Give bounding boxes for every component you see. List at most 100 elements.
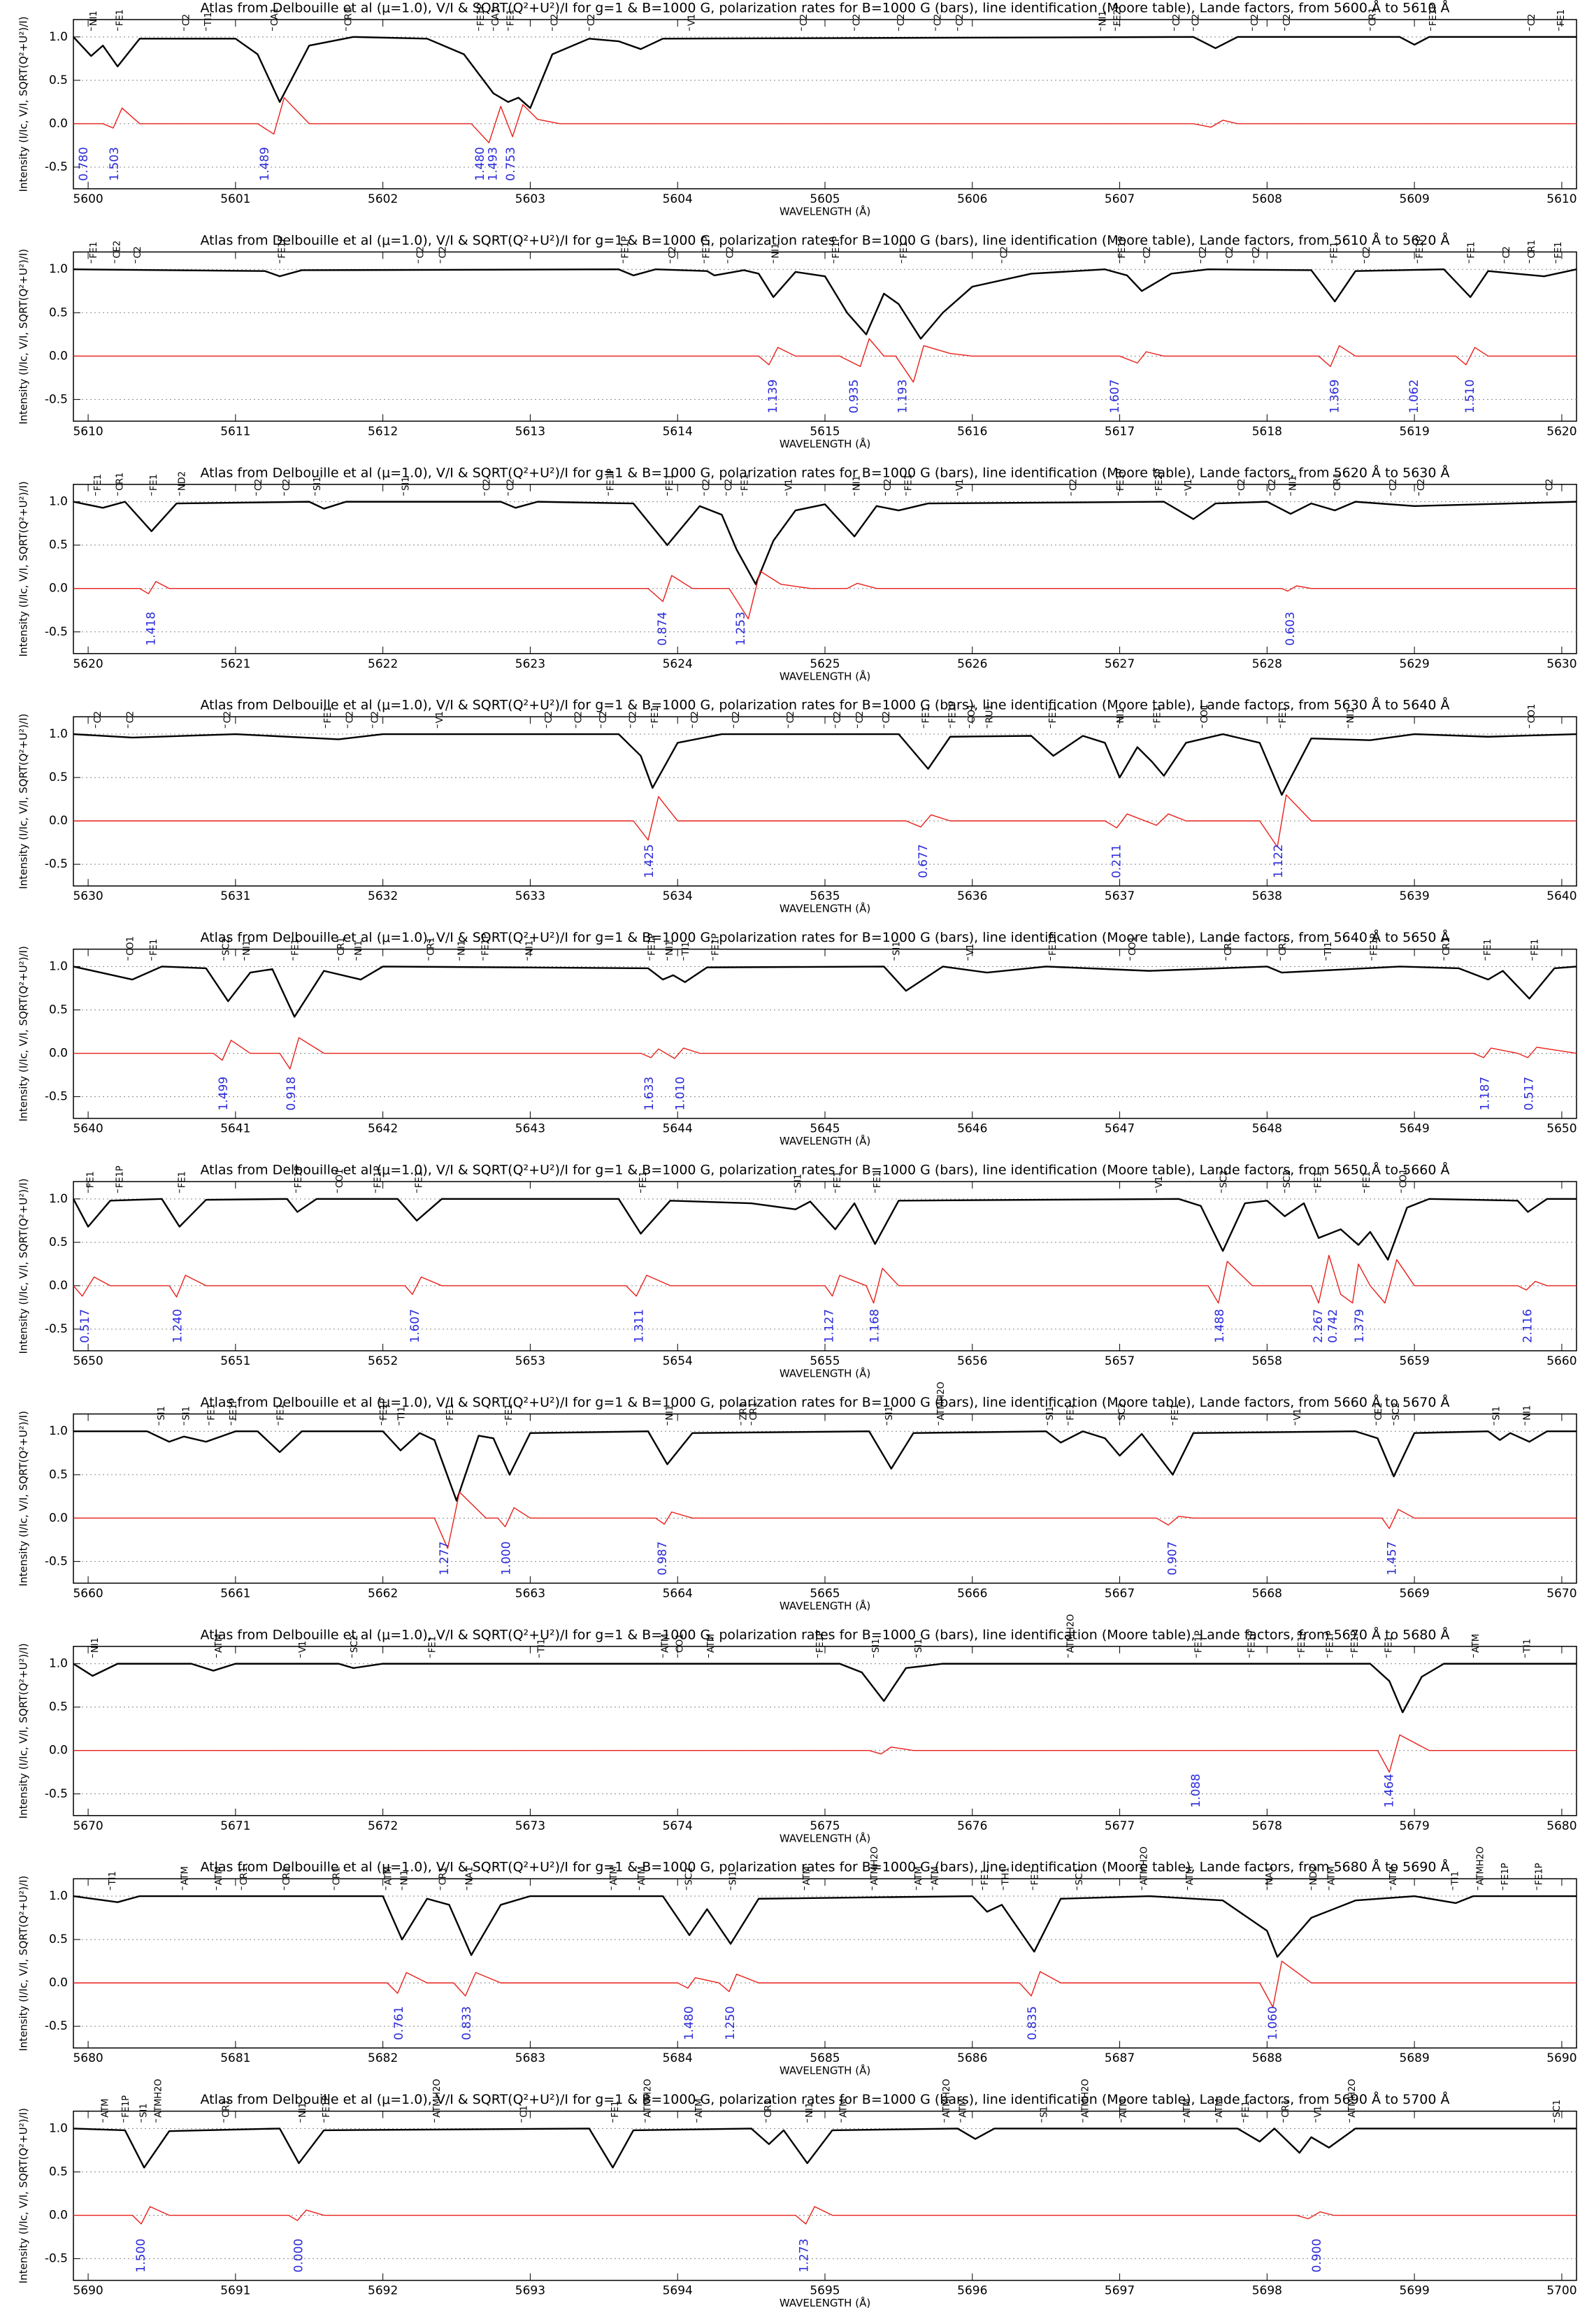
lande-factor: 1.379 xyxy=(1353,1309,1367,1343)
line-id-label: C2 xyxy=(855,711,866,723)
line-id-label: V1 xyxy=(784,479,795,491)
line-id-label: C2 xyxy=(731,711,742,723)
x-tick-label: 5660 xyxy=(1546,1354,1577,1368)
x-tick-label: 5633 xyxy=(515,889,545,903)
line-id-label: ATMH2O xyxy=(1080,2079,1091,2117)
line-id-label: S1 xyxy=(1039,2106,1049,2118)
lande-factor: 1.273 xyxy=(797,2239,811,2273)
x-tick-label: 5679 xyxy=(1400,1819,1430,1833)
x-tick-label: 5609 xyxy=(1400,192,1430,206)
x-tick-label: 5655 xyxy=(810,1354,840,1368)
lande-factor: 0.907 xyxy=(1165,1542,1179,1576)
line-id-label: FE1 xyxy=(115,9,126,26)
x-tick-label: 5682 xyxy=(368,2051,398,2065)
line-id-label: TI1 xyxy=(537,1639,547,1654)
line-id-label: FE1P xyxy=(831,236,842,259)
x-tick-label: 5665 xyxy=(810,1586,840,1600)
spectrum-line xyxy=(73,966,1577,1018)
line-id-label: FE1P xyxy=(1535,1863,1545,1885)
lande-factor: 2.267 xyxy=(1312,1309,1326,1343)
y-axis-label: Intensity (I/Ic, V/I, SQRT(Q²+U²)/I) xyxy=(17,946,30,1121)
x-tick-label: 5650 xyxy=(73,1354,103,1368)
panel-title: Atlas from Delbouille et al (μ=1.0), V/I… xyxy=(200,697,1449,713)
line-id-label: FE1 xyxy=(980,1868,991,1885)
line-id-label: CO1 xyxy=(335,1169,345,1189)
panel: Atlas from Delbouille et al (μ=1.0), V/I… xyxy=(17,0,1577,218)
line-id-label: ATM xyxy=(1214,2099,1225,2118)
lande-factor: 0.935 xyxy=(847,380,861,414)
line-id-label: FE1 xyxy=(323,706,333,723)
x-axis-label: WAVELENGTH (Å) xyxy=(780,902,870,915)
line-id-label: C2 xyxy=(1225,246,1235,258)
y-tick-label: 0.5 xyxy=(49,306,68,320)
y-tick-label: -0.5 xyxy=(45,625,68,639)
y-tick-label: 0.5 xyxy=(49,1932,68,1946)
x-tick-label: 5629 xyxy=(1400,657,1430,671)
lande-factor: 0.900 xyxy=(1310,2239,1324,2273)
x-tick-label: 5681 xyxy=(220,2051,250,2065)
line-id-label: FE1 xyxy=(1241,2101,1251,2118)
line-id-label: NI1 xyxy=(354,940,364,956)
line-id-label: V1 xyxy=(298,1641,308,1653)
line-id-label: NA1 xyxy=(464,1866,475,1885)
line-id-label: CR1 xyxy=(426,937,436,955)
y-axis-label: Intensity (I/Ic, V/I, SQRT(Q²+U²)/I) xyxy=(17,1643,30,1819)
y-tick-label: -0.5 xyxy=(45,1090,68,1104)
line-id-label: C2 xyxy=(482,479,493,491)
x-tick-label: 5680 xyxy=(73,2051,103,2065)
panel-title: Atlas from Delbouille et al (μ=1.0), V/I… xyxy=(200,0,1449,16)
line-id-label: CR1 xyxy=(763,2099,774,2117)
x-tick-label: 5620 xyxy=(73,657,103,671)
line-id-label: C2 xyxy=(690,711,701,723)
spectrum-line xyxy=(73,571,1577,619)
line-id-label: FE1 xyxy=(650,706,661,723)
x-tick-label: 5621 xyxy=(220,657,250,671)
lande-factor: 1.311 xyxy=(632,1309,646,1343)
line-id-label: FE1 xyxy=(638,1171,649,1188)
lande-factor: 1.250 xyxy=(724,2006,738,2040)
x-tick-label: 5659 xyxy=(1400,1354,1430,1368)
spectrum-line xyxy=(73,1430,1577,1502)
x-tick-label: 5646 xyxy=(957,1122,987,1136)
x-tick-label: 5602 xyxy=(368,192,398,206)
panel: Atlas from Delbouille et al (μ=1.0), V/I… xyxy=(17,1846,1577,2077)
line-id-label: NI1 xyxy=(805,2102,815,2118)
line-id-label: C2 xyxy=(1268,479,1278,491)
x-tick-label: 5630 xyxy=(1546,657,1577,671)
line-id-label: CR1 xyxy=(1527,240,1537,258)
y-axis-label: Intensity (I/Ic, V/I, SQRT(Q²+U²)/I) xyxy=(17,249,30,424)
y-tick-label: 1.0 xyxy=(49,30,68,44)
y-tick-label: 0.5 xyxy=(49,770,68,784)
lande-factor: 1.493 xyxy=(487,147,501,181)
line-id-label: ATM xyxy=(1388,1866,1399,1885)
lande-factor: 1.369 xyxy=(1328,380,1342,414)
line-id-label: CA1 xyxy=(491,8,501,26)
line-id-label: CR1 xyxy=(1223,937,1234,955)
line-id-label: CO1 xyxy=(1399,1169,1409,1189)
x-tick-label: 5623 xyxy=(515,657,545,671)
line-id-label: FE1P xyxy=(1325,1630,1335,1653)
line-id-label: NI1 xyxy=(1098,10,1109,26)
lande-factor: 1.240 xyxy=(171,1309,185,1343)
line-id-label: CR1 xyxy=(336,937,347,955)
x-tick-label: 5603 xyxy=(515,192,545,206)
x-tick-label: 5685 xyxy=(810,2051,840,2065)
line-id-label: C2 xyxy=(573,711,584,723)
lande-factor: 0.780 xyxy=(77,147,91,181)
spectrum-line xyxy=(73,96,1577,143)
y-tick-label: 0.5 xyxy=(49,73,68,87)
line-id-label: SC2 xyxy=(1391,1403,1402,1421)
line-id-label: FE1 xyxy=(1278,706,1288,723)
line-id-label: C1 xyxy=(519,2105,529,2117)
line-id-label: TI1 xyxy=(108,1871,118,1886)
line-id-label: FE1P xyxy=(373,1165,384,1188)
lande-factor: 0.835 xyxy=(1026,2006,1040,2040)
line-id-label: FE1 xyxy=(415,1171,425,1188)
line-id-label: V1 xyxy=(435,711,445,723)
x-tick-label: 5670 xyxy=(1546,1586,1577,1600)
line-id-label: C2 xyxy=(852,14,863,26)
x-tick-label: 5617 xyxy=(1105,424,1135,438)
y-tick-label: -0.5 xyxy=(45,1787,68,1801)
x-tick-label: 5690 xyxy=(1546,2051,1577,2065)
